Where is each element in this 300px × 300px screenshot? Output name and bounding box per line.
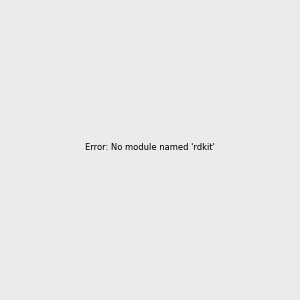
Text: Error: No module named 'rdkit': Error: No module named 'rdkit' bbox=[85, 143, 215, 152]
